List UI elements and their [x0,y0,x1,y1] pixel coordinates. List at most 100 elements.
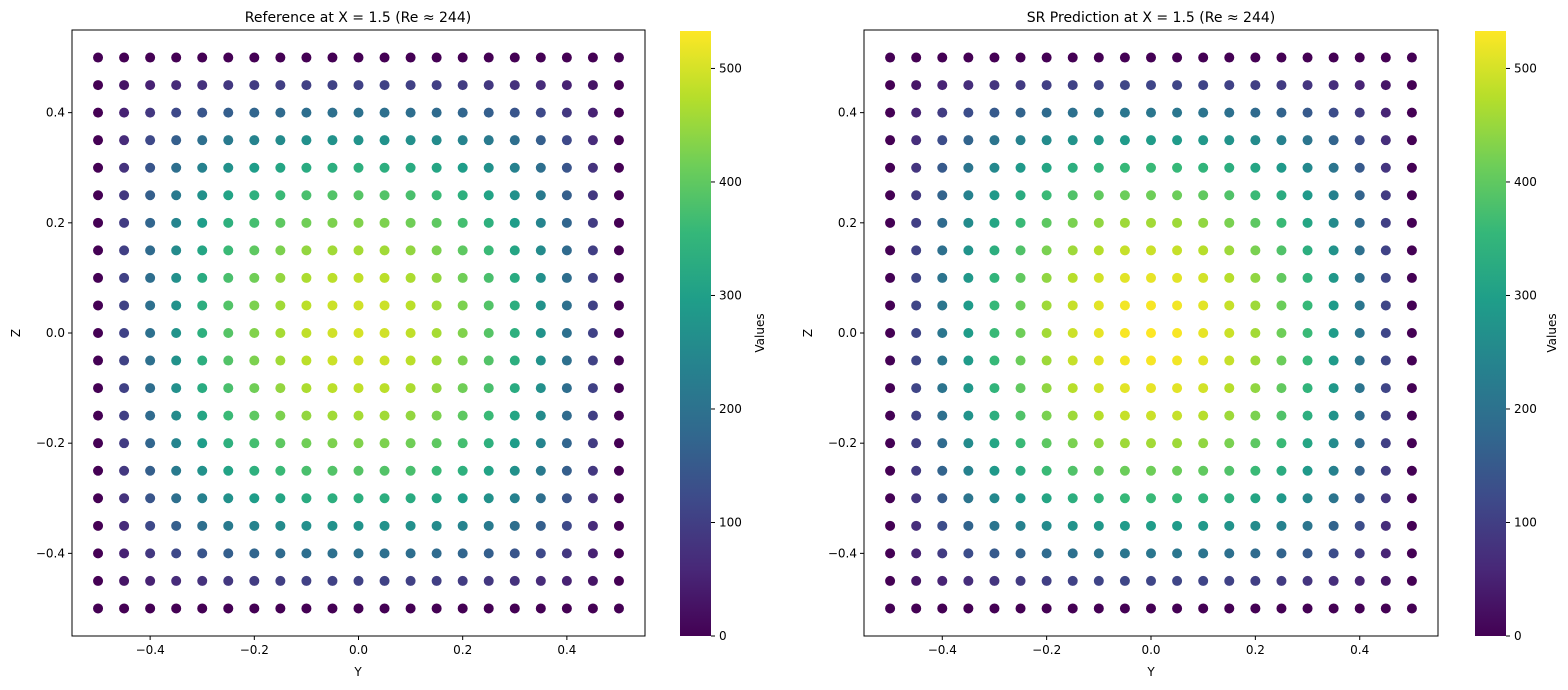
scatter-points [93,52,624,614]
data-point [1354,245,1365,256]
data-point [483,300,494,311]
data-point [405,603,416,614]
data-point [1380,272,1391,283]
data-point [613,162,624,173]
data-point [457,107,468,118]
data-point [963,493,974,504]
data-point [535,328,546,338]
data-point [1093,383,1104,394]
data-point [93,190,104,201]
data-point [405,575,416,586]
data-point [1224,520,1235,531]
data-point [1354,438,1365,449]
data-point [989,465,1000,476]
data-point [457,438,468,449]
data-point [431,135,442,146]
data-point [171,272,182,283]
data-point [963,162,974,173]
data-point [1041,438,1052,449]
data-point [1406,520,1417,531]
data-point [1146,80,1156,91]
data-point [431,272,442,283]
data-point [1067,135,1078,146]
data-point [431,355,442,366]
data-point [1093,603,1104,614]
data-point [379,575,390,586]
data-point [275,520,286,531]
data-point [1328,328,1339,338]
data-point [93,465,104,476]
data-point [1172,217,1183,228]
data-point [1093,548,1104,559]
data-point [431,162,442,173]
data-point [249,135,260,146]
data-point [275,190,286,201]
data-point [561,300,572,311]
data-point [561,245,572,256]
data-point [301,245,312,256]
data-point [1172,383,1183,394]
data-point [353,52,364,63]
data-point [1119,493,1130,504]
data-point [275,328,286,338]
data-point [1276,493,1287,504]
data-point [1276,245,1287,256]
x-tick-label: −0.4 [928,643,957,657]
data-point [1093,300,1104,311]
data-point [327,107,338,118]
data-point [1224,245,1235,256]
data-point [937,575,948,586]
data-point [1406,575,1417,586]
data-point [249,190,260,201]
data-point [911,328,922,338]
colorbar-tick-label: 300 [1514,288,1537,302]
data-point [1302,355,1313,366]
data-point [353,438,364,449]
data-point [1093,355,1104,366]
data-point [119,465,130,476]
data-point [1119,135,1130,146]
data-point [1172,465,1183,476]
data-point [171,603,182,614]
data-point [1119,383,1130,394]
data-point [457,410,468,421]
data-point [1328,575,1339,586]
data-point [1354,603,1365,614]
data-point [1172,410,1183,421]
data-point [885,465,896,476]
data-point [93,245,104,256]
x-tick-label: 0.0 [1141,643,1160,657]
data-point [431,520,442,531]
data-point [379,383,390,394]
colorbar [680,31,711,636]
data-point [301,135,312,146]
data-point [1198,603,1209,614]
colorbar-ticks: 0 100 200 300 400 500 [711,61,742,643]
data-point [1093,465,1104,476]
y-tick-label: 0.0 [838,326,857,340]
data-point [509,355,520,366]
data-point [613,245,624,256]
data-point [1224,217,1235,228]
data-point [989,162,1000,173]
data-point [93,383,104,394]
data-point [1276,548,1287,559]
data-point [1015,603,1026,614]
data-point [1172,80,1183,91]
data-point [483,603,494,614]
data-point [1119,162,1130,173]
data-point [223,300,234,311]
data-point [1172,300,1183,311]
data-point [989,135,1000,146]
data-point [1015,190,1026,201]
data-point [275,575,286,586]
data-point [1093,135,1104,146]
data-point [483,80,494,91]
data-point [301,52,312,63]
data-point [457,328,468,338]
data-point [937,52,948,63]
data-point [223,520,234,531]
data-point [197,355,208,366]
data-point [989,52,1000,63]
